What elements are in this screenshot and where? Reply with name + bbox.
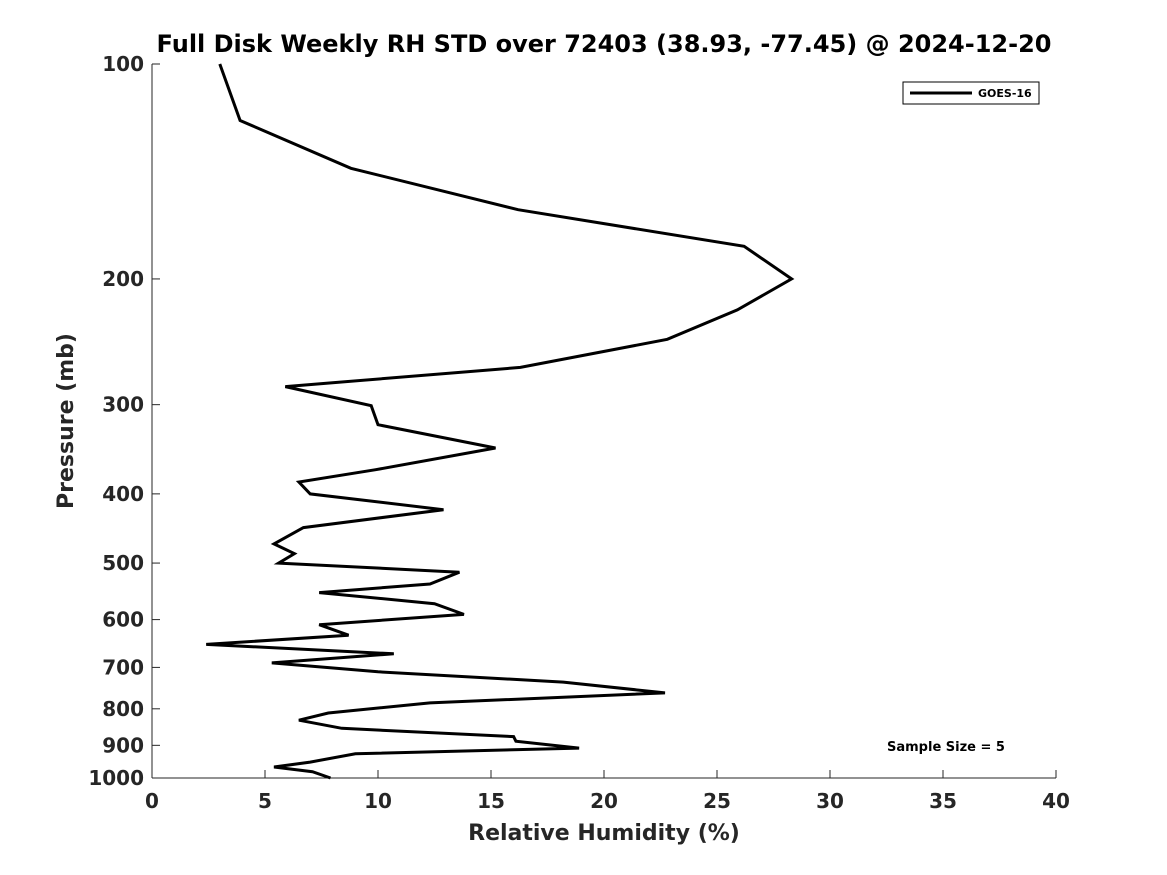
series-layer	[206, 63, 795, 780]
x-tick-label: 25	[703, 789, 731, 813]
y-axis-label: Pressure (mb)	[54, 333, 79, 509]
y-axis-ticks: 100 200 300 400 500 600 700 800 900 1000	[88, 52, 160, 790]
x-tick-label: 10	[364, 789, 392, 813]
sample-size-annotation: Sample Size = 5	[887, 740, 1005, 755]
x-tick-label: 30	[816, 789, 844, 813]
x-tick-label: 0	[145, 789, 159, 813]
y-tick-label: 700	[102, 655, 144, 679]
legend: GOES-16	[902, 81, 1040, 105]
y-tick-label: 500	[102, 551, 144, 575]
x-axis-ticks: 0 5 10 15 20 25 30 35 40	[145, 770, 1070, 813]
x-tick-label: 20	[590, 789, 618, 813]
x-axis-label: Relative Humidity (%)	[468, 821, 740, 846]
series-line-goes-16	[206, 63, 795, 780]
x-tick-label: 40	[1042, 789, 1070, 813]
y-tick-label: 600	[102, 608, 144, 632]
x-tick-label: 35	[929, 789, 957, 813]
y-tick-label: 800	[102, 697, 144, 721]
y-tick-label: 1000	[88, 766, 144, 790]
x-tick-label: 5	[258, 789, 272, 813]
y-tick-label: 400	[102, 482, 144, 506]
chart-title: Full Disk Weekly RH STD over 72403 (38.9…	[157, 30, 1052, 58]
y-tick-label: 900	[102, 733, 144, 757]
y-tick-label: 300	[102, 393, 144, 417]
y-tick-label: 200	[102, 267, 144, 291]
y-tick-label: 100	[102, 52, 144, 76]
x-tick-label: 15	[477, 789, 505, 813]
legend-label: GOES-16	[978, 87, 1032, 100]
